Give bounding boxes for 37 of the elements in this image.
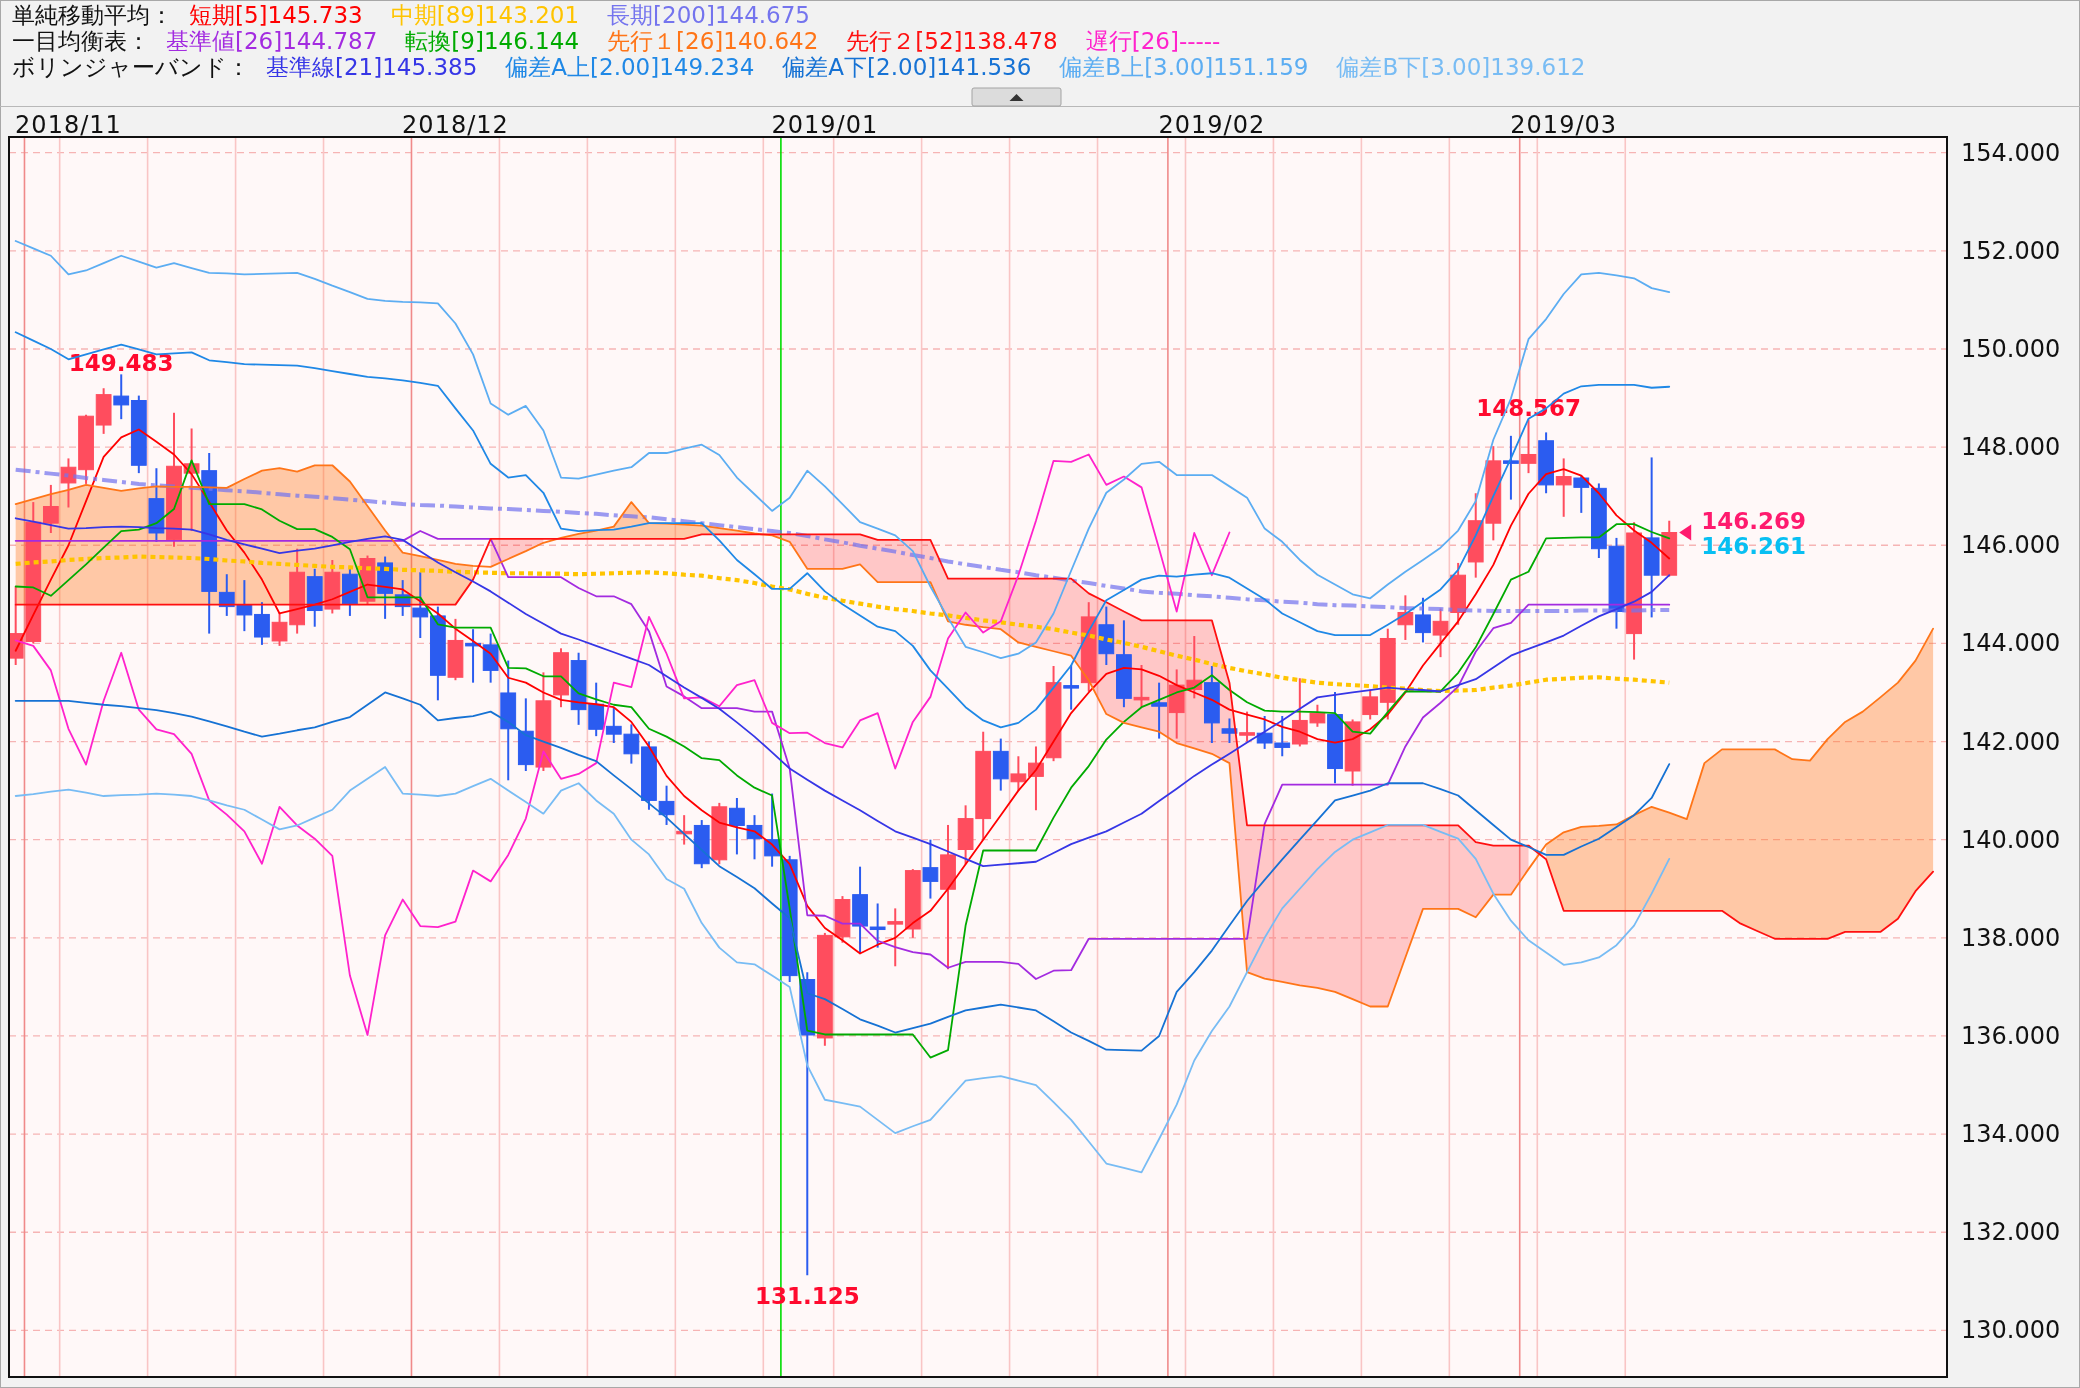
annotation: 149.483	[68, 350, 174, 377]
annotation: 146.261	[1701, 532, 1806, 559]
y-tick-label: 150.000	[1961, 334, 2061, 363]
y-tick-label: 154.000	[1961, 138, 2061, 167]
text: 偏差A上[2.00]149.234	[505, 54, 755, 81]
y-tick-label: 132.000	[1961, 1218, 2061, 1247]
text: 偏差B上[3.00]151.159	[1059, 54, 1309, 81]
text: 中期[89]143.201	[390, 2, 580, 28]
text: 基準線[21]145.385	[266, 54, 478, 81]
text: 一目均衡表：	[12, 28, 150, 55]
x-tick-label: 2019/02	[1158, 111, 1266, 139]
y-tick-label: 134.000	[1961, 1120, 2061, 1149]
y-tick-label: 138.000	[1961, 923, 2061, 952]
text: 長期[200]144.675	[607, 2, 810, 28]
text: 基準値[26]144.787	[166, 28, 378, 55]
x-tick-label: 2019/01	[771, 111, 879, 139]
y-tick-label: 136.000	[1961, 1021, 2061, 1050]
y-tick-label: 152.000	[1961, 236, 2061, 265]
y-tick-label: 146.000	[1961, 531, 2061, 560]
y-tick-label: 130.000	[1961, 1316, 2061, 1345]
y-tick-label: 148.000	[1961, 433, 2061, 462]
text: 偏差B下[3.00]139.612	[1336, 54, 1586, 81]
x-tick-label: 2018/11	[15, 111, 122, 139]
text: 先行１[26]140.642	[607, 28, 819, 55]
x-tick-label: 2019/03	[1510, 111, 1618, 139]
text: 遅行[26]-----	[1085, 28, 1221, 55]
annotation: 146.269	[1701, 507, 1806, 534]
y-tick-label: 142.000	[1961, 727, 2061, 756]
y-tick-label: 144.000	[1961, 629, 2061, 658]
text: ボリンジャーバンド：	[12, 54, 250, 81]
text: 転換[9]146.144	[405, 28, 580, 55]
text: 先行２[52]138.478	[846, 28, 1058, 55]
x-tick-label: 2018/12	[402, 111, 509, 139]
y-tick-label: 140.000	[1961, 825, 2061, 854]
text: 単純移動平均：	[12, 2, 173, 28]
text: 短期[5]145.733	[189, 2, 363, 28]
text: 偏差A下[2.00]141.536	[782, 54, 1032, 81]
